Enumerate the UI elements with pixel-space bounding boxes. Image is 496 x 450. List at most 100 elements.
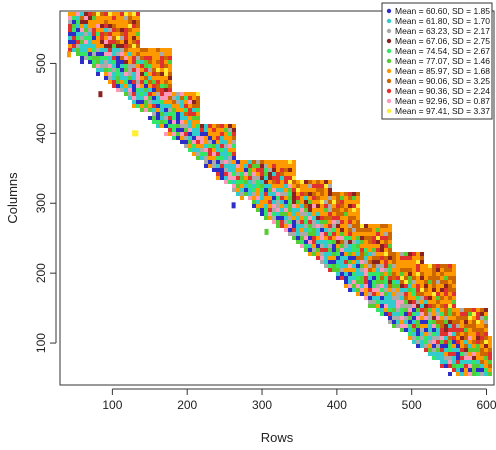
- heatmap-cell: [376, 236, 380, 240]
- heatmap-cell: [324, 204, 328, 208]
- heatmap-cell: [488, 348, 492, 352]
- heatmap-cell: [128, 64, 132, 68]
- heatmap-cell: [444, 296, 448, 300]
- heatmap-cell: [388, 264, 392, 268]
- heatmap-cell: [188, 116, 192, 120]
- heatmap-cell: [488, 336, 492, 340]
- heatmap-cell: [324, 220, 328, 224]
- heatmap-cell: [364, 268, 368, 272]
- heatmap-cell: [408, 260, 412, 264]
- heatmap-cell: [232, 160, 236, 164]
- heatmap-cell: [260, 208, 264, 212]
- heatmap-cell: [428, 316, 432, 320]
- heatmap-cell: [392, 312, 396, 316]
- heatmap-cell: [316, 224, 320, 228]
- heatmap-cell: [412, 324, 416, 328]
- heatmap-cell: [292, 220, 296, 224]
- heatmap-cell: [384, 296, 388, 300]
- heatmap-cell: [120, 64, 124, 68]
- heatmap-cell: [224, 132, 228, 136]
- heatmap-cell: [104, 24, 108, 28]
- heatmap-cell: [412, 332, 416, 336]
- heatmap-cell: [348, 244, 352, 248]
- heatmap-cell: [404, 320, 408, 324]
- heatmap-cell: [400, 308, 404, 312]
- heatmap-cell: [316, 232, 320, 236]
- heatmap-cell: [340, 196, 344, 200]
- heatmap-cell: [464, 360, 468, 364]
- heatmap-cell: [408, 284, 412, 288]
- heatmap-cell: [460, 336, 464, 340]
- heatmap-cell: [252, 192, 256, 196]
- heatmap-cell: [132, 56, 136, 60]
- heatmap-cell: [324, 200, 328, 204]
- heatmap-cell: [264, 196, 268, 200]
- heatmap-cell: [100, 20, 104, 24]
- heatmap-cell: [324, 228, 328, 232]
- heatmap-cell: [256, 180, 260, 184]
- heatmap-cell: [68, 16, 72, 20]
- heatmap-cell: [232, 176, 236, 180]
- heatmap-cell: [428, 328, 432, 332]
- heatmap-cell: [148, 116, 152, 120]
- heatmap-cell: [424, 300, 428, 304]
- heatmap-cell: [104, 72, 108, 76]
- heatmap-cell: [244, 192, 248, 196]
- heatmap-cell: [212, 156, 216, 160]
- heatmap-cell: [396, 308, 400, 312]
- heatmap-cell: [356, 200, 360, 204]
- heatmap-cell: [280, 196, 284, 200]
- heatmap-cell: [280, 176, 284, 180]
- legend-swatch: [386, 98, 392, 104]
- heatmap-cell: [156, 88, 160, 92]
- heatmap-cell: [364, 256, 368, 260]
- heatmap-cell: [468, 360, 472, 364]
- heatmap-cell: [364, 296, 368, 300]
- heatmap-cell: [220, 140, 224, 144]
- heatmap-cell: [460, 360, 464, 364]
- heatmap-cell: [404, 276, 408, 280]
- heatmap-cell: [396, 284, 400, 288]
- heatmap-cell: [328, 188, 332, 192]
- heatmap-cell: [452, 280, 456, 284]
- heatmap-cell: [168, 92, 172, 96]
- heatmap-cell: [460, 340, 464, 344]
- heatmap-cell: [96, 16, 100, 20]
- heatmap-cell: [304, 196, 308, 200]
- heatmap-cell: [204, 144, 208, 148]
- heatmap-cell: [152, 92, 156, 96]
- heatmap-cell: [160, 116, 164, 120]
- heatmap-cell: [272, 180, 276, 184]
- heatmap-cell: [384, 280, 388, 284]
- heatmap-cell: [476, 336, 480, 340]
- heatmap-cell: [140, 88, 144, 92]
- heatmap-cell: [132, 48, 136, 52]
- heatmap-cell: [400, 316, 404, 320]
- heatmap-cell: [148, 80, 152, 84]
- heatmap-cell: [108, 64, 112, 68]
- heatmap-cell: [100, 60, 104, 64]
- heatmap-cell: [436, 280, 440, 284]
- heatmap-cell: [292, 192, 296, 196]
- heatmap-cell: [444, 308, 448, 312]
- heatmap-cell: [284, 216, 288, 220]
- heatmap-cell: [340, 216, 344, 220]
- heatmap-cell: [468, 336, 472, 340]
- heatmap-cell: [392, 256, 396, 260]
- heatmap-cell: [164, 60, 168, 64]
- heatmap-cell: [464, 348, 468, 352]
- heatmap-cell: [336, 240, 340, 244]
- heatmap-cell: [328, 212, 332, 216]
- heatmap-cell: [240, 188, 244, 192]
- heatmap-cell: [288, 224, 292, 228]
- heatmap-cell: [204, 124, 208, 128]
- heatmap-cell: [72, 12, 76, 16]
- heatmap-cell: [68, 44, 72, 48]
- heatmap-cell: [192, 116, 196, 120]
- heatmap-cell: [192, 144, 196, 148]
- heatmap-cell: [484, 368, 488, 372]
- heatmap-cell: [108, 16, 112, 20]
- heatmap-cell: [468, 364, 472, 368]
- heatmap-cell: [444, 304, 448, 308]
